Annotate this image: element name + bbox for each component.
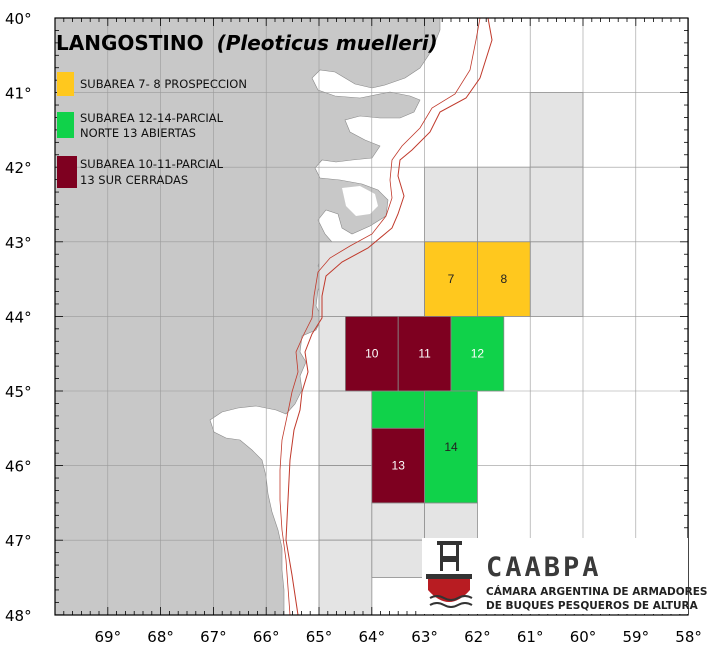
subarea-13 xyxy=(371,427,425,504)
longitude-label: 69° xyxy=(95,628,122,646)
longitude-label: 62° xyxy=(464,628,491,646)
subarea-label-11: 11 xyxy=(418,347,431,361)
longitude-label: 60° xyxy=(570,628,597,646)
latitude-label: 40° xyxy=(5,10,32,28)
latitude-label: 45° xyxy=(5,383,32,401)
grid-cell xyxy=(371,502,425,541)
subarea-label-8: 8 xyxy=(500,272,507,286)
logo-subtitle-1: CÁMARA ARGENTINA DE ARMADORES xyxy=(486,585,708,598)
land-gulf xyxy=(342,186,378,216)
legend-label-cerradas-2: 13 SUR CERRADAS xyxy=(80,173,188,187)
subarea-12 xyxy=(450,315,505,392)
subarea-label-14: 14 xyxy=(444,440,458,454)
latitude-label: 42° xyxy=(5,159,32,177)
jurisdiction-limit-line xyxy=(285,17,493,616)
latitude-label: 41° xyxy=(5,85,32,103)
longitude-label: 66° xyxy=(253,628,280,646)
map-frame xyxy=(54,17,689,616)
longitude-label: 61° xyxy=(517,628,544,646)
longitude-label: 59° xyxy=(623,628,650,646)
grid-cell xyxy=(424,166,478,243)
longitude-labels: 69° 68° 67° 66° 65° 64° 63° 62° 61° 60° 59° 58° xyxy=(95,628,702,646)
subareas-group: 7 8 10 11 12 13 14 xyxy=(344,241,531,504)
legend-label-abiertas-2: NORTE 13 ABIERTAS xyxy=(80,126,196,140)
caabpa-logo: CAABPA CÁMARA ARGENTINA DE ARMADORES DE … xyxy=(422,538,708,614)
legend-swatch-prospeccion xyxy=(57,72,74,96)
legend-swatch-cerradas xyxy=(57,156,77,188)
legend-label-abiertas-1: SUBAREA 12-14-PARCIAL xyxy=(80,111,224,125)
latitude-label: 44° xyxy=(5,308,32,326)
grid-cell xyxy=(476,166,531,243)
latitude-labels: 40° 41° 42° 43° 44° 45° 46° 47° 48° xyxy=(5,10,32,625)
grid-cell xyxy=(318,390,373,466)
longitude-label: 64° xyxy=(359,628,386,646)
subarea-8 xyxy=(476,241,531,317)
longitude-label: 67° xyxy=(200,628,227,646)
longitude-label: 58° xyxy=(675,628,702,646)
subarea-label-7: 7 xyxy=(448,272,455,286)
latitude-label: 46° xyxy=(5,458,32,476)
logo-subtitle-2: DE BUQUES PESQUEROS DE ALTURA xyxy=(486,600,699,612)
latitude-label: 43° xyxy=(5,234,32,252)
legend-label-cerradas-1: SUBAREA 10-11-PARCIAL xyxy=(80,157,224,171)
grid-cell xyxy=(318,539,373,616)
subarea-13-north xyxy=(371,390,425,429)
longitude-label: 63° xyxy=(411,628,438,646)
grid-cell xyxy=(371,241,425,317)
logo-name: CAABPA xyxy=(486,552,602,583)
map-title: LANGOSTINO (Pleoticus muelleri) xyxy=(56,31,438,55)
latitude-label: 47° xyxy=(5,532,32,550)
fishing-boat-icon xyxy=(426,541,473,608)
subarea-14 xyxy=(424,390,478,504)
legend-swatch-abiertas xyxy=(57,112,74,138)
subarea-10 xyxy=(344,315,399,392)
legend-label-prospeccion: SUBAREA 7- 8 PROSPECCION xyxy=(80,77,247,91)
legend: SUBAREA 7- 8 PROSPECCION SUBAREA 12-14-P… xyxy=(57,72,247,188)
grid-cell xyxy=(371,539,425,578)
grid-cell xyxy=(529,92,584,168)
grid-cell xyxy=(318,315,346,392)
grid-cell xyxy=(318,241,373,317)
longitude-label: 68° xyxy=(147,628,174,646)
subarea-label-12: 12 xyxy=(471,347,485,361)
grid-cell xyxy=(529,166,584,243)
grid-cell xyxy=(318,465,373,541)
title-common-name: LANGOSTINO xyxy=(56,31,204,55)
subarea-label-10: 10 xyxy=(365,347,379,361)
grid-cell xyxy=(529,241,584,317)
title-scientific-name: (Pleoticus muelleri) xyxy=(217,31,438,55)
coastal-limit-line xyxy=(279,17,481,616)
subarea-label-13: 13 xyxy=(392,459,406,473)
grid-cell xyxy=(424,502,478,541)
latitude-label: 48° xyxy=(5,607,32,625)
longitude-label: 65° xyxy=(306,628,333,646)
